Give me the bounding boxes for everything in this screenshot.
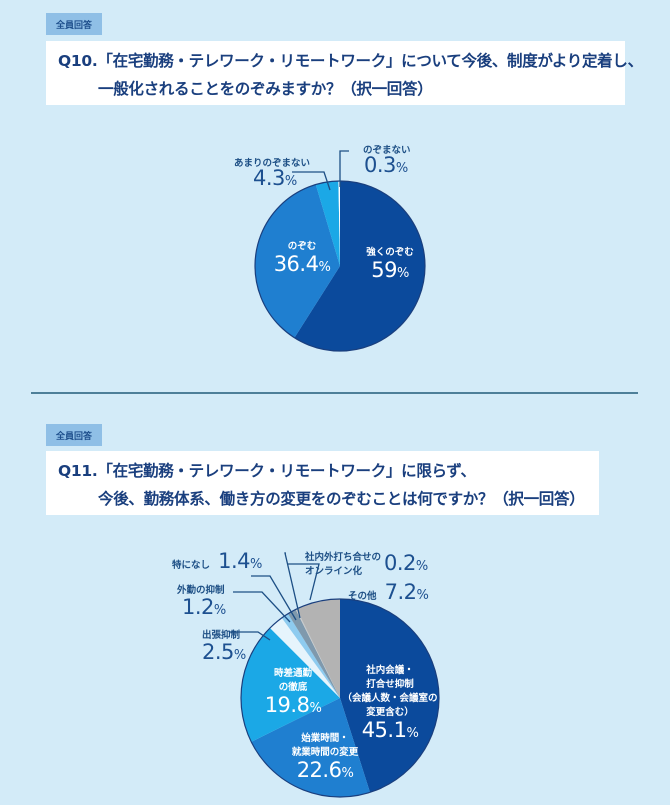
category-label: のぞむ (287, 241, 317, 252)
q10-slice-0 (294, 181, 425, 351)
pct-q11-online-meetings: 0.2% (384, 551, 428, 575)
label-q11-outside-work: 外勤の抑制 (177, 585, 225, 596)
category-label: あまりのぞまない (234, 158, 311, 169)
section-divider (31, 392, 638, 394)
pie-chart-q10 (254, 180, 426, 352)
label-q11-other: その他 7.2% (348, 580, 429, 604)
question-title-q11-line1: Q11.「在宅勤務・テレワーク・リモートワーク」に限らず、 (58, 462, 476, 480)
category-label: 強くのぞむ (366, 247, 414, 258)
question-title-q10-line2: 一般化されることをのぞみますか？（択一回答） (98, 80, 433, 98)
label-q11-none: 特になし 1.4% (172, 549, 262, 573)
pct-q11-outside-work: 1.2% (182, 595, 226, 619)
label-q10-want: のぞむ 36.4% (266, 238, 338, 276)
q10-slice-2 (315, 181, 340, 266)
pct-q10-rarely: 4.3% (253, 166, 297, 190)
q11-slice-6 (295, 608, 340, 698)
leader-lines (230, 150, 349, 641)
label-q10-no: のぞまない (363, 142, 411, 156)
all-respondents-badge-q10: 全員回答 (46, 13, 102, 35)
label-q11-meetings: 社内会議・ 打合せ抑制 （会議人数・会議室の 変更含む） 45.1% (342, 665, 438, 742)
q11-slice-2 (241, 627, 340, 742)
q10-slice-3 (338, 181, 340, 266)
q11-slice-1 (251, 698, 371, 797)
question-box-q11: Q11.「在宅勤務・テレワーク・リモートワーク」に限らず、 今後、勤務体系、働き… (46, 451, 599, 515)
question-title-q10-line1: Q10.「在宅勤務・テレワーク・リモートワーク」について今後、制度がより定着し、 (58, 52, 643, 70)
q10-slice-1 (255, 184, 340, 338)
q11-slice-7 (296, 599, 340, 698)
q11-slice-3 (269, 617, 340, 698)
pie-chart-q11 (240, 598, 440, 798)
question-title-q11-line2: 今後、勤務体系、働き方の変更をのぞむことは何ですか？（択一回答） (98, 490, 585, 508)
q11-slice-0 (340, 598, 440, 793)
question-box-q10: Q10.「在宅勤務・テレワーク・リモートワーク」について今後、制度がより定着し、… (46, 41, 643, 105)
q11-slice-4 (281, 613, 340, 698)
pct-q10-no: 0.3% (364, 153, 408, 177)
label-q10-strongly-want: 強くのぞむ 59% (354, 244, 426, 282)
label-q11-work-hours: 始業時間・ 就業時間の変更 22.6% (291, 733, 359, 782)
label-q11-online-meetings: 社内外打ち合せの オンライン化 (305, 552, 382, 577)
pct-q11-business-trip: 2.5% (202, 640, 246, 664)
all-respondents-badge-q11: 全員回答 (46, 424, 102, 446)
label-q10-rarely: あまりのぞまない (234, 155, 310, 169)
label-q11-staggered-commute: 時差通勤 の徹底 19.8% (264, 668, 322, 717)
category-label: のぞまない (363, 145, 411, 156)
q11-slice-5 (288, 609, 340, 698)
label-q11-business-trip: 出張抑制 (202, 630, 241, 641)
